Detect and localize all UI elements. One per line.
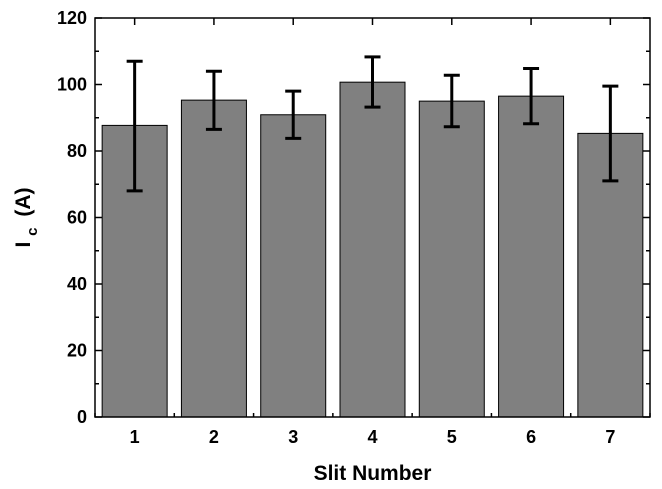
y-tick-label: 20 xyxy=(67,341,87,361)
error-bar-slit-4 xyxy=(364,55,381,109)
bar-slit-4 xyxy=(339,81,406,418)
bar-slit-6 xyxy=(498,95,565,418)
x-tick-label: 7 xyxy=(605,427,615,447)
error-bar-slit-6 xyxy=(523,67,540,126)
error-bar-slit-5 xyxy=(443,73,460,129)
bars xyxy=(101,81,644,418)
plot-frame xyxy=(94,17,651,418)
y-tick-label: 100 xyxy=(57,75,87,95)
x-tick-label: 1 xyxy=(130,427,140,447)
y-tick-labels: 0 20 40 60 80 100 120 xyxy=(57,8,87,427)
y-axis-title-main: I xyxy=(12,242,35,248)
bar-slit-2 xyxy=(180,99,247,418)
y-axis-title-subscript: c xyxy=(24,227,41,235)
bar-slit-3 xyxy=(260,114,327,418)
y-axis-title: I c (A) xyxy=(12,187,42,247)
error-bar-slit-7 xyxy=(602,84,619,183)
y-axis-title-unit: (A) xyxy=(12,187,35,216)
bar-slit-5 xyxy=(418,100,485,418)
y-tick-label: 60 xyxy=(67,208,87,228)
x-tick-label: 6 xyxy=(526,427,536,447)
x-axis-title: Slit Number xyxy=(314,462,432,485)
x-tick-label: 5 xyxy=(447,427,457,447)
x-tick-label: 2 xyxy=(209,427,219,447)
error-bars xyxy=(126,55,619,193)
error-bar-slit-2 xyxy=(205,69,222,131)
x-tick-labels: 1 2 3 4 5 6 7 xyxy=(130,427,616,447)
error-bar-slit-3 xyxy=(285,89,302,140)
y-tick-label: 120 xyxy=(57,8,87,28)
x-tick-label: 4 xyxy=(367,427,377,447)
y-tick-label: 80 xyxy=(67,141,87,161)
y-tick-label: 40 xyxy=(67,274,87,294)
y-tick-label: 0 xyxy=(77,407,87,427)
x-tick-label: 3 xyxy=(288,427,298,447)
error-bar-slit-1 xyxy=(126,59,143,193)
